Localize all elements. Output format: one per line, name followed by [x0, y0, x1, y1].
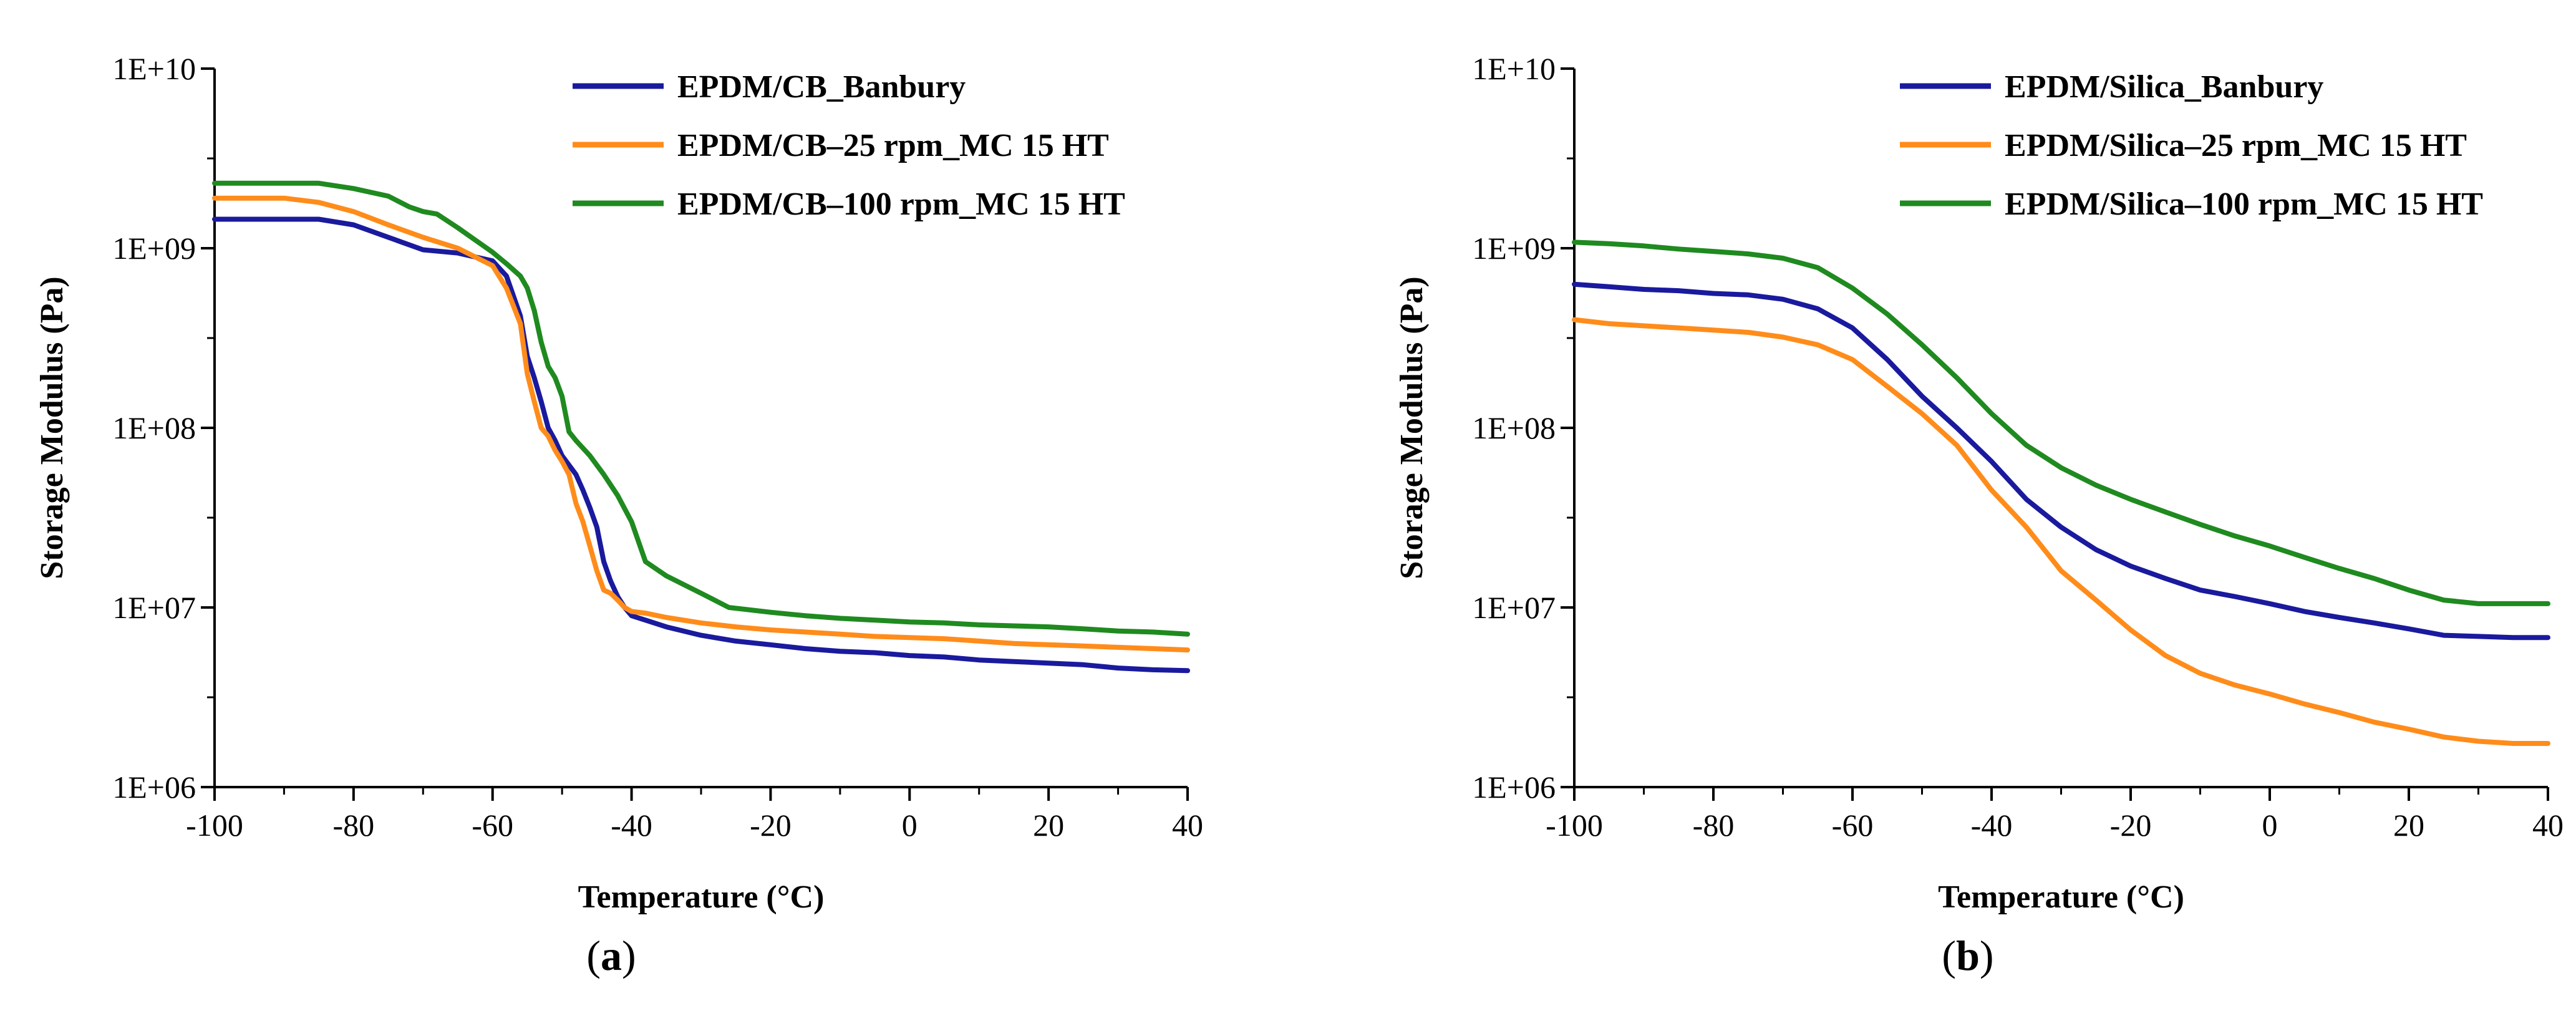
x-tick-label: -20 — [750, 808, 792, 843]
x-tick-label: -20 — [2110, 808, 2152, 843]
y-tick-label: 1E+08 — [112, 410, 196, 445]
x-tick-label: 20 — [2393, 808, 2424, 843]
y-tick-label: 1E+06 — [112, 770, 196, 805]
legend: EPDM/Silica_Banbury EPDM/Silica–25 rpm_MC… — [1900, 69, 2483, 222]
x-tick-label: 0 — [902, 808, 918, 843]
legend-label: EPDM/CB–100 rpm_MC 15 HT — [677, 186, 1125, 222]
y-tick-label: 1E+10 — [112, 51, 196, 86]
y-tick-label: 1E+07 — [112, 590, 196, 625]
y-tick-label: 1E+06 — [1472, 770, 1556, 805]
x-tick-label: -40 — [611, 808, 652, 843]
x-axis-title: Temperature (°C) — [1938, 879, 2184, 915]
x-tick-label: 20 — [1033, 808, 1064, 843]
x-tick-label: -60 — [472, 808, 513, 843]
y-tick-label: 1E+09 — [1472, 231, 1556, 266]
x-tick-label: 40 — [1172, 808, 1203, 843]
legend-label: EPDM/Silica_Banbury — [2005, 69, 2323, 105]
series-line — [212, 216, 1190, 674]
panel-b: 1E+06 1E+07 1E+08 1E+09 1E+10 -100 -80 -60 -40 -2… — [1394, 51, 2564, 915]
series-line — [212, 195, 1190, 653]
panel-b-caption: (b) — [1942, 932, 1993, 979]
legend: EPDM/CB_Banbury EPDM/CB–25 rpm_MC 15 HT EP… — [573, 69, 1125, 222]
y-tick-label: 1E+07 — [1472, 590, 1556, 625]
legend-label: EPDM/Silica–100 rpm_MC 15 HT — [2005, 186, 2483, 222]
legend-label: EPDM/Silica–25 rpm_MC 15 HT — [2005, 128, 2467, 163]
x-tick-label: -80 — [1693, 808, 1735, 843]
x-axis-title: Temperature (°C) — [578, 879, 825, 915]
x-tick-label: -80 — [333, 808, 375, 843]
panel-b-letter: b — [1956, 932, 1980, 979]
y-tick-label: 1E+10 — [1472, 51, 1556, 86]
series-line — [1572, 239, 2550, 606]
x-tick-label: 40 — [2532, 808, 2564, 843]
series-line — [1572, 281, 2550, 641]
panel-a-caption: (a) — [586, 932, 636, 979]
legend-label: EPDM/CB_Banbury — [677, 69, 966, 105]
panel-a: 1E+06 1E+07 1E+08 1E+09 1E+10 -100 -80 -60 -40 -2… — [34, 51, 1203, 915]
x-tick-label: -60 — [1832, 808, 1874, 843]
legend-label: EPDM/CB–25 rpm_MC 15 HT — [677, 128, 1109, 163]
panel-a-letter: a — [601, 932, 622, 979]
y-axis-title: Storage Modulus (Pa) — [1394, 276, 1430, 579]
series-line — [212, 180, 1190, 637]
y-tick-label: 1E+08 — [1472, 410, 1556, 445]
x-tick-label: -40 — [1971, 808, 2013, 843]
x-tick-label: -100 — [1546, 808, 1603, 843]
x-tick-label: 0 — [2262, 808, 2278, 843]
series-line — [1572, 317, 2550, 746]
y-axis-title: Storage Modulus (Pa) — [34, 276, 70, 579]
x-tick-label: -100 — [186, 808, 243, 843]
y-tick-label: 1E+09 — [112, 231, 196, 266]
